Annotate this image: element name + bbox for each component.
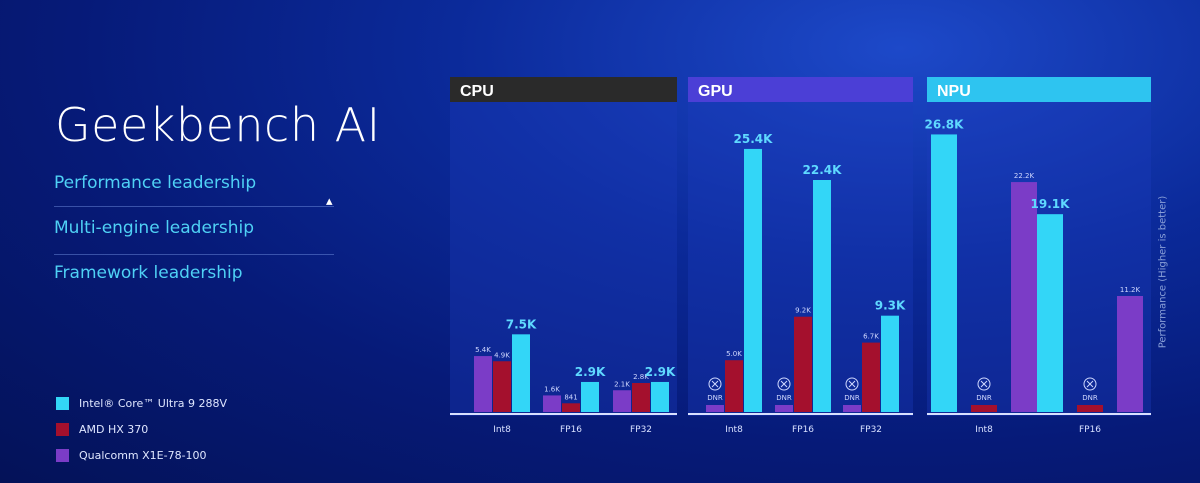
- dnr-x-icon: [848, 380, 856, 388]
- cpu-data-label-qualcomm-x1e-78-100: 2.1K: [614, 380, 630, 388]
- cpu-title: CPU: [460, 83, 494, 100]
- bullet-item-framework: Framework leadership: [54, 263, 243, 283]
- npu-bar-intel-core-ultra-9-288v: [931, 134, 957, 412]
- cpu-bar-qualcomm-x1e-78-100: [543, 395, 561, 412]
- legend-label-amd: AMD HX 370: [79, 422, 149, 436]
- gpu-data-label-dnr: DNR: [844, 394, 860, 402]
- dnr-x-icon: [1086, 380, 1094, 388]
- bullet-divider: [54, 206, 334, 207]
- cpu-bar-intel-core-ultra-9-288v: [581, 381, 599, 412]
- cpu-bar-qualcomm-x1e-78-100: [613, 390, 631, 412]
- legend-label-qualcomm: Qualcomm X1E-78-100: [79, 448, 207, 462]
- gpu-data-label-intel-core-ultra-9-288v: 25.4K: [734, 132, 774, 146]
- dnr-x-icon: [845, 377, 859, 391]
- gpu-data-label-dnr: DNR: [707, 394, 723, 402]
- cpu-data-label-intel-core-ultra-9-288v: 7.5K: [506, 317, 537, 331]
- gpu-tick-label: FP16: [792, 425, 814, 435]
- npu-bar-dnr: [1077, 405, 1103, 412]
- cpu-bar-intel-core-ultra-9-288v: [512, 334, 530, 412]
- gpu-bar-intel-core-ultra-9-288v: [813, 180, 831, 412]
- gpu-bar-intel-core-ultra-9-288v: [881, 315, 899, 412]
- gpu-data-label-amd-hx-370: 5.0K: [726, 350, 742, 358]
- npu-bar-intel-core-ultra-9-288v: [1037, 214, 1063, 412]
- dnr-x-icon: [711, 380, 719, 388]
- cpu-data-label-intel-core-ultra-9-288v: 2.9K: [575, 365, 606, 379]
- gpu-bar-dnr: [706, 405, 724, 412]
- gpu-data-label-dnr: DNR: [776, 394, 792, 402]
- gpu-header: [688, 77, 913, 102]
- npu-data-label-dnr: DNR: [1082, 394, 1098, 402]
- gpu-data-label-intel-core-ultra-9-288v: 9.3K: [875, 299, 906, 313]
- npu-header: [927, 77, 1151, 102]
- chart-legend: Intel® Core™ Ultra 9 288V AMD HX 370 Qua…: [56, 390, 227, 468]
- bullet-divider: [54, 254, 334, 255]
- gpu-tick-label: FP32: [860, 425, 882, 435]
- dnr-x-icon: [777, 377, 791, 391]
- cpu-data-label-amd-hx-370: 2.8K: [633, 373, 649, 381]
- cpu-data-label-qualcomm-x1e-78-100: 1.6K: [544, 385, 560, 393]
- gpu-bar-amd-hx-370: [794, 316, 812, 412]
- npu-data-label-intel-core-ultra-9-288v: 19.1K: [1031, 197, 1071, 211]
- gpu-data-label-intel-core-ultra-9-288v: 22.4K: [803, 163, 843, 177]
- bullet-item-multi-engine: Multi-engine leadership: [54, 218, 255, 238]
- legend-item-amd: AMD HX 370: [56, 416, 227, 442]
- cpu-tick-label: FP16: [560, 425, 582, 435]
- npu-data-label-dnr: DNR: [976, 394, 992, 402]
- cpu-tick-label: FP32: [630, 425, 652, 435]
- bullet-item-performance: Performance leadership: [54, 173, 257, 193]
- cpu-bar-intel-core-ultra-9-288v: [651, 381, 669, 412]
- npu-title: NPU: [937, 83, 971, 100]
- npu-data-label-qualcomm-x1e-78-100: 11.2K: [1120, 286, 1141, 294]
- cpu-tick-label: Int8: [493, 425, 511, 435]
- legend-item-qualcomm: Qualcomm X1E-78-100: [56, 442, 227, 468]
- gpu-data-label-amd-hx-370: 9.2K: [795, 307, 811, 315]
- gpu-bar-intel-core-ultra-9-288v: [744, 148, 762, 412]
- dnr-x-icon: [1083, 377, 1097, 391]
- cpu-header: [450, 77, 677, 102]
- legend-swatch-intel: [56, 396, 69, 410]
- bullet-list: Performance leadership Multi-engine lead…: [54, 168, 334, 303]
- mouse-pointer-icon: ▴: [326, 193, 333, 208]
- dnr-x-icon: [977, 377, 991, 391]
- npu-tick-label: Int8: [975, 425, 993, 435]
- dnr-x-icon: [780, 380, 788, 388]
- npu-bar-dnr: [971, 405, 997, 412]
- gpu-title: GPU: [698, 83, 733, 100]
- legend-swatch-amd: [56, 422, 69, 436]
- gpu-bar-amd-hx-370: [725, 360, 743, 412]
- cpu-bar-qualcomm-x1e-78-100: [474, 356, 492, 412]
- cpu-data-label-amd-hx-370: 4.9K: [494, 351, 510, 359]
- cpu-data-label-intel-core-ultra-9-288v: 2.9K: [645, 365, 676, 379]
- gpu-bar-dnr: [775, 405, 793, 412]
- page-title: Geekbench AI: [55, 98, 381, 152]
- cpu-data-label-amd-hx-370: 841: [564, 393, 577, 401]
- legend-swatch-qualcomm: [56, 448, 69, 462]
- cpu-data-label-qualcomm-x1e-78-100: 5.4K: [475, 346, 491, 354]
- legend-item-intel: Intel® Core™ Ultra 9 288V: [56, 390, 227, 416]
- dnr-x-icon: [708, 377, 722, 391]
- npu-data-label-qualcomm-x1e-78-100: 22.2K: [1014, 172, 1035, 180]
- cpu-bar-amd-hx-370: [493, 361, 511, 412]
- gpu-data-label-amd-hx-370: 6.7K: [863, 333, 879, 341]
- legend-label-intel: Intel® Core™ Ultra 9 288V: [79, 396, 228, 410]
- gpu-bar-dnr: [843, 405, 861, 412]
- cpu-bar-amd-hx-370: [632, 383, 650, 412]
- npu-bar-qualcomm-x1e-78-100: [1117, 296, 1143, 412]
- dnr-x-icon: [980, 380, 988, 388]
- npu-data-label-intel-core-ultra-9-288v: 26.8K: [925, 117, 965, 131]
- npu-tick-label: FP16: [1079, 425, 1101, 435]
- npu-bar-qualcomm-x1e-78-100: [1011, 182, 1037, 412]
- cpu-bar-amd-hx-370: [562, 403, 580, 412]
- gpu-tick-label: Int8: [725, 425, 743, 435]
- gpu-bar-amd-hx-370: [862, 342, 880, 412]
